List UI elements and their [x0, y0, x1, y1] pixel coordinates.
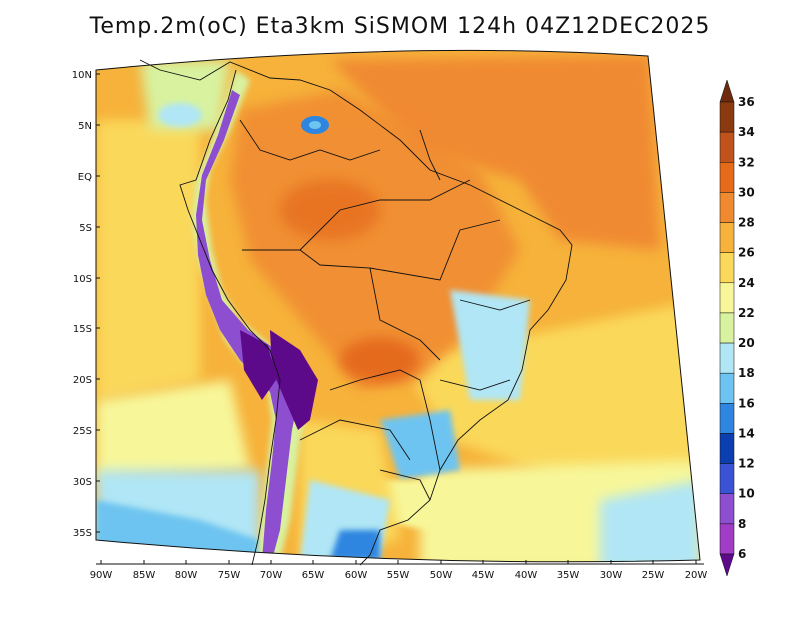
political-borders	[139, 59, 573, 566]
lat-label: 30S	[73, 477, 92, 488]
colorbar-swatch	[719, 523, 735, 555]
colorbar-label: 6	[738, 547, 746, 561]
lon-label: 65W	[302, 570, 325, 581]
lon-label: 40W	[515, 570, 538, 581]
colorbar-swatch	[719, 192, 735, 223]
lat-label: 5N	[78, 121, 92, 132]
colorbar-swatch	[719, 131, 735, 163]
colorbar-swatch	[719, 493, 735, 525]
lon-label: 20W	[685, 570, 708, 581]
longitude-axis: 90W 85W 80W 75W 70W 65W 60W 55W 50W 45W …	[90, 560, 708, 581]
colorbar-swatch	[719, 79, 735, 103]
lon-label: 85W	[133, 570, 156, 581]
lon-label: 25W	[642, 570, 665, 581]
lat-label: 25S	[73, 426, 92, 437]
lat-label: EQ	[78, 172, 92, 183]
domain-border	[95, 49, 701, 563]
colorbar-swatch	[719, 463, 735, 494]
colorbar-label: 18	[738, 366, 755, 380]
colorbar-label: 26	[738, 246, 755, 260]
lon-label: 35W	[557, 570, 580, 581]
lat-label: 20S	[73, 375, 92, 386]
colorbar-swatch	[719, 403, 735, 434]
lon-label: 45W	[472, 570, 495, 581]
lat-label: 15S	[73, 324, 92, 335]
colorbar-label: 28	[738, 216, 755, 230]
lon-label: 30W	[600, 570, 623, 581]
lon-label: 70W	[260, 570, 283, 581]
colorbar-label: 22	[738, 306, 755, 320]
latitude-axis: 10N 5N EQ 5S 10S 15S 20S 25S 30S 35S	[72, 70, 100, 539]
colorbar-swatch	[719, 553, 735, 577]
colorbar-label: 8	[738, 517, 746, 531]
colorbar-label: 12	[738, 457, 755, 471]
lat-label: 35S	[73, 528, 92, 539]
colorbar-label: 10	[738, 487, 755, 501]
colorbar-swatch	[719, 372, 735, 404]
lat-label: 5S	[79, 223, 92, 234]
colorbar-swatch	[719, 222, 735, 253]
colorbar-swatch	[719, 433, 735, 464]
colorbar-swatch	[719, 101, 735, 133]
lat-label: 10S	[73, 274, 92, 285]
temperature-field	[96, 50, 700, 562]
lon-label: 60W	[345, 570, 368, 581]
lon-label: 55W	[387, 570, 410, 581]
colorbar-swatch	[719, 162, 735, 193]
map-title: Temp.2m(oC) Eta3km SiSMOM 124h 04Z12DEC2…	[89, 14, 711, 39]
colorbar-label: 24	[738, 276, 755, 290]
colorbar-label: 36	[738, 95, 755, 109]
colorbar: 36 34 32 30 28 26 24 22 20 18 16 14 12 10 8 6	[719, 79, 755, 577]
lon-label: 75W	[218, 570, 241, 581]
colorbar-label: 16	[738, 396, 755, 410]
colorbar-label: 34	[738, 125, 755, 139]
colorbar-label: 30	[738, 185, 755, 199]
lat-label: 10N	[72, 70, 92, 81]
colorbar-label: 14	[738, 426, 755, 440]
colorbar-label: 20	[738, 336, 755, 350]
lon-label: 80W	[175, 570, 198, 581]
colorbar-swatch	[719, 282, 735, 314]
lon-label: 50W	[430, 570, 453, 581]
colorbar-swatch	[719, 252, 735, 284]
colorbar-swatch	[719, 312, 735, 344]
lon-label: 90W	[90, 570, 113, 581]
colorbar-label: 32	[738, 155, 755, 169]
colorbar-swatch	[719, 342, 735, 374]
